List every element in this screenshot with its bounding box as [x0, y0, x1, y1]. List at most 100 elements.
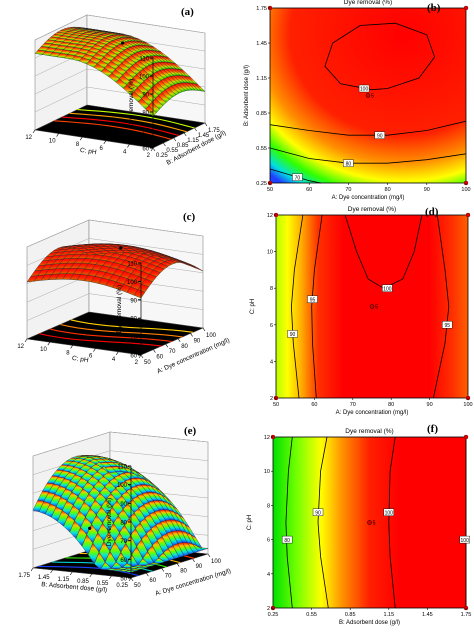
x-tick-label: 60: [149, 578, 156, 584]
x-tick-label: 70: [169, 349, 176, 355]
x-tick: [130, 577, 134, 582]
panel-letter-f: (f): [427, 423, 438, 435]
contour-label-box: [312, 508, 324, 516]
x-tick-label: 70: [350, 402, 356, 408]
x-tick: [161, 568, 165, 572]
y-tick: [93, 348, 96, 352]
contour-label-box: [374, 131, 385, 139]
x-tick-label: 80: [388, 402, 394, 408]
contour-label-box: [281, 535, 293, 544]
z-tick-label: 80: [120, 521, 127, 527]
contour-label: 100: [383, 286, 392, 292]
y-tick: [89, 573, 93, 578]
x-axis-label: A: Dye concentration (mg/l): [336, 410, 409, 416]
z-tick-label: 100: [127, 280, 138, 286]
y-tick-label: 6: [99, 146, 103, 152]
floor-contour-line: [49, 328, 173, 343]
x-tick-label: 0.25: [156, 153, 168, 159]
x-tick: [183, 132, 187, 137]
z-tick-label: 100: [117, 483, 128, 489]
y-tick: [150, 147, 154, 152]
z-tick-label: 90: [120, 502, 127, 508]
contour-label: 90: [377, 133, 383, 139]
z-tick-label: 60: [120, 558, 127, 564]
contour-label: 100: [360, 87, 369, 93]
x-tick: [190, 333, 193, 337]
y-tick-label: 4: [123, 149, 127, 155]
x-tick-label: 50: [273, 402, 279, 408]
y-tick-label: 4: [267, 572, 270, 578]
wall-gridline: [26, 293, 204, 321]
surface-cell: [191, 265, 204, 272]
floor-contour-line: [60, 323, 183, 338]
y-tick-label: 1.75: [256, 6, 267, 12]
contour-label: 95: [310, 297, 316, 303]
y-tick: [24, 338, 28, 343]
center-design-point: [365, 93, 371, 98]
y-tick: [50, 569, 53, 574]
x-tick-label: 1.15: [187, 138, 199, 144]
z-axis-label: Dye removal (%): [128, 79, 135, 127]
z-tick-label: 90: [142, 93, 149, 99]
y-tick: [69, 571, 73, 576]
contour-label: 100: [385, 510, 394, 516]
contour-label: 80: [284, 538, 290, 544]
z-tick-label: 50: [120, 577, 127, 583]
contour-label-box: [442, 321, 453, 329]
y-tick: [56, 133, 59, 137]
x-tick: [163, 142, 166, 147]
contour-line: [269, 147, 467, 164]
x-tick: [152, 147, 156, 152]
y-tick: [47, 342, 51, 346]
contour-label: 95: [444, 323, 450, 329]
y-tick-label: 10: [264, 469, 270, 475]
y-tick: [30, 567, 34, 572]
x-tick: [176, 563, 180, 567]
y-tick-label: 6: [267, 538, 270, 544]
x-tick-label: 100: [206, 333, 217, 339]
y-tick-label: 8: [267, 503, 270, 509]
z-tick-label: 110: [139, 57, 149, 63]
x-axis-label: B: Adsorbent dose (g/l): [339, 620, 400, 626]
contour-line: [285, 436, 293, 609]
y-tick-label: 12: [25, 135, 32, 141]
x-tick-label: 60: [306, 187, 312, 193]
center-point-count: 5: [371, 94, 374, 100]
x-tick: [207, 553, 211, 558]
wall-gridline: [26, 219, 204, 248]
x-tick-label: 80: [385, 187, 391, 193]
x-axis-label: A: Dye concentration (mg/l): [154, 568, 231, 598]
y-tick-label: 2: [270, 396, 273, 402]
y-tick-label: 0.25: [116, 583, 128, 589]
contour-label: 90: [315, 510, 321, 516]
y-axis-label: C: pH: [79, 147, 97, 156]
floor-contour-line: [77, 109, 195, 129]
z-tick-label: 80: [130, 317, 137, 323]
contour-plot-f: Dye removal (%) 80 90 100 100 5 0.25 0.55 0.85 1.…: [247, 428, 471, 626]
contour-label: 80: [346, 161, 352, 167]
floor-contour-line: [69, 112, 187, 133]
wall-gridline: [32, 450, 209, 475]
design-point-marker: [121, 41, 125, 45]
contour-label-box: [459, 535, 470, 544]
x-tick-label: 50: [134, 583, 141, 589]
surface-plot-e: 50 60 70 80 90 100 110 Dye removal (%) 50 60 70 80 9…: [18, 431, 232, 598]
contour-plot-d: Dye removal (%) 90 95 100 95 5 50 60 70 80 90 100 A:…: [250, 206, 473, 416]
contour-line: [317, 436, 329, 609]
x-tick-label: 60: [311, 402, 317, 408]
y-tick: [109, 575, 112, 580]
z-tick-label: 110: [127, 262, 137, 268]
z-tick-label: 70: [120, 539, 127, 545]
y-tick-label: 12: [264, 435, 270, 441]
z-axis-label: Dye removal (%): [106, 498, 113, 546]
x-tick: [192, 558, 195, 562]
x-tick-label: 0.25: [268, 612, 279, 618]
design-point-marker: [119, 246, 123, 250]
y-tick-label: 8: [270, 286, 273, 292]
y-tick-label: 10: [40, 347, 47, 353]
x-tick-label: 50: [267, 187, 273, 193]
z-tick-label: 70: [130, 335, 137, 341]
corner-design-point: [463, 434, 469, 440]
y-tick-label: 10: [267, 250, 273, 256]
